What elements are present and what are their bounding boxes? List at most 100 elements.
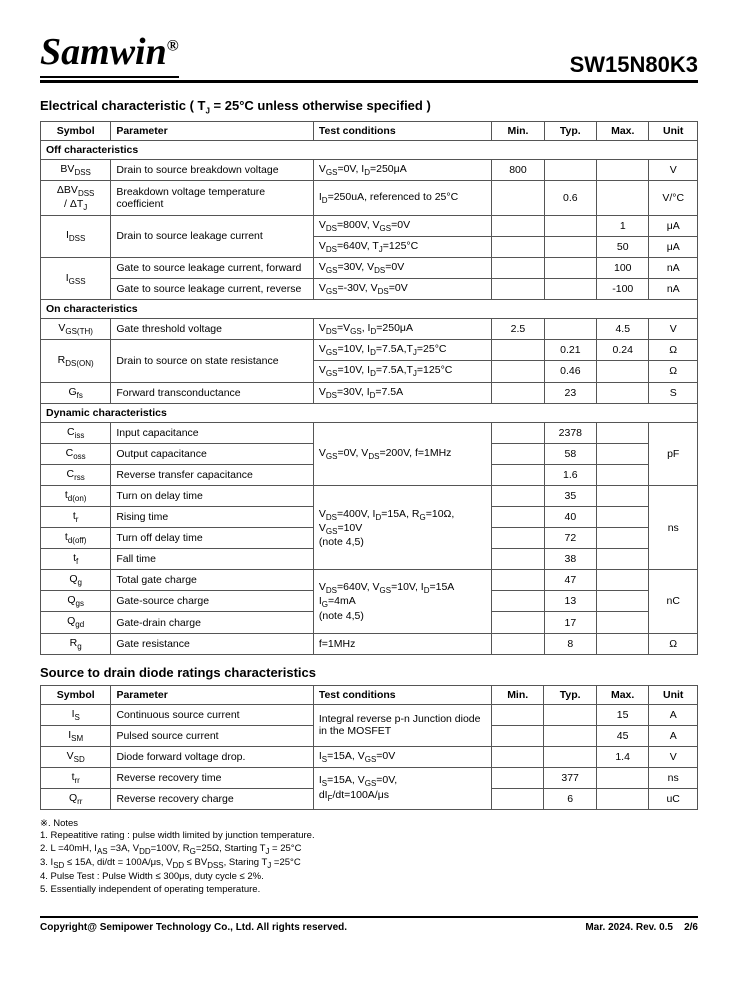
cell: 0.21 [544,340,596,361]
cell: VSD [41,746,111,767]
cell [544,159,596,180]
cell: 6 [544,789,596,810]
section-elec-title: Electrical characteristic ( TJ = 25°C un… [40,98,698,116]
th-unit: Unit [649,685,698,704]
cell: VDS=30V, ID=7.5A [313,382,491,403]
cell: 1.6 [544,464,596,485]
cell: tr [41,507,111,528]
cell [491,704,543,725]
cell: 17 [544,612,596,633]
th-min: Min. [491,685,543,704]
footer-date: Mar. 2024. Rev. 0.5 [585,922,673,933]
th-max: Max. [597,121,649,140]
cell [492,507,544,528]
cell: 72 [544,528,596,549]
cell: IS=15A, VGS=0V,dIF/dt=100A/μs [313,767,491,809]
cell: 0.24 [597,340,649,361]
th-test: Test conditions [313,685,491,704]
page-footer: Copyright@ Semipower Technology Co., Ltd… [40,916,698,933]
th-min: Min. [492,121,544,140]
cell: Reverse recovery time [111,767,313,788]
cell: 35 [544,485,596,506]
cell: VDS=800V, VGS=0V [313,215,491,236]
cell: Integral reverse p-n Junction diode in t… [313,704,491,746]
param-idss: Drain to source leakage current [111,215,314,257]
cell [492,612,544,633]
cell: f=1MHz [313,633,491,654]
cell [597,549,649,570]
cell: 100 [597,258,649,279]
cell [596,767,649,788]
th-param: Parameter [111,121,314,140]
cell [492,528,544,549]
cell: 38 [544,549,596,570]
cell [492,464,544,485]
cell: Gate-drain charge [111,612,314,633]
cell: Gate-source charge [111,591,314,612]
cell: Rising time [111,507,314,528]
cell: μA [649,215,698,236]
cell: S [649,382,698,403]
cell: Qrr [41,789,111,810]
th-symbol: Symbol [41,685,111,704]
cell [491,746,543,767]
cell [492,258,544,279]
cell [492,180,544,215]
cell: Output capacitance [111,443,314,464]
cell: 0.6 [544,180,596,215]
cell [492,340,544,361]
cell [597,464,649,485]
cell: VDS=640V, TJ=125°C [313,236,491,257]
cell: 47 [544,570,596,591]
cell: nC [649,570,698,633]
cell: VGS=30V, VDS=0V [313,258,491,279]
cell: V/°C [649,180,698,215]
cell [492,279,544,300]
cell: 800 [492,159,544,180]
cell: 1 [597,215,649,236]
cell: -100 [597,279,649,300]
cell [492,485,544,506]
cell: nA [649,279,698,300]
cell: 58 [544,443,596,464]
th-max: Max. [596,685,649,704]
cell [492,549,544,570]
sym-igss: IGSS [41,258,111,300]
cell: ISM [41,725,111,746]
cell: Diode forward voltage drop. [111,746,313,767]
cell [597,422,649,443]
cell: A [649,725,698,746]
cell: RDS(ON) [41,340,111,382]
cell: Fall time [111,549,314,570]
cell: 50 [597,236,649,257]
cell: Gate to source leakage current, reverse [111,279,314,300]
cell: Ω [649,340,698,361]
cell [597,382,649,403]
cell: Ciss [41,422,111,443]
cell: Drain to source breakdown voltage [111,159,314,180]
cell [597,528,649,549]
cell: Turn on delay time [111,485,314,506]
cell: Reverse recovery charge [111,789,313,810]
subhead-on: On characteristics [41,300,698,319]
cell: IS=15A, VGS=0V [313,746,491,767]
cell: VGS=-30V, VDS=0V [313,279,491,300]
cell [492,382,544,403]
sym-idss: IDSS [41,215,111,257]
cell: Gfs [41,382,111,403]
cell: Total gate charge [111,570,314,591]
cell [544,279,596,300]
th-param: Parameter [111,685,313,704]
cell [597,570,649,591]
cell [596,789,649,810]
cell: tf [41,549,111,570]
cell: 0.46 [544,361,596,382]
part-number: SW15N80K3 [570,52,698,78]
cell: VGS=10V, ID=7.5A,TJ=125°C [313,361,491,382]
cell: td(off) [41,528,111,549]
cell: Input capacitance [111,422,314,443]
cell: Turn off delay time [111,528,314,549]
cell: Rg [41,633,111,654]
cell: 15 [596,704,649,725]
cell: Gate threshold voltage [111,319,314,340]
